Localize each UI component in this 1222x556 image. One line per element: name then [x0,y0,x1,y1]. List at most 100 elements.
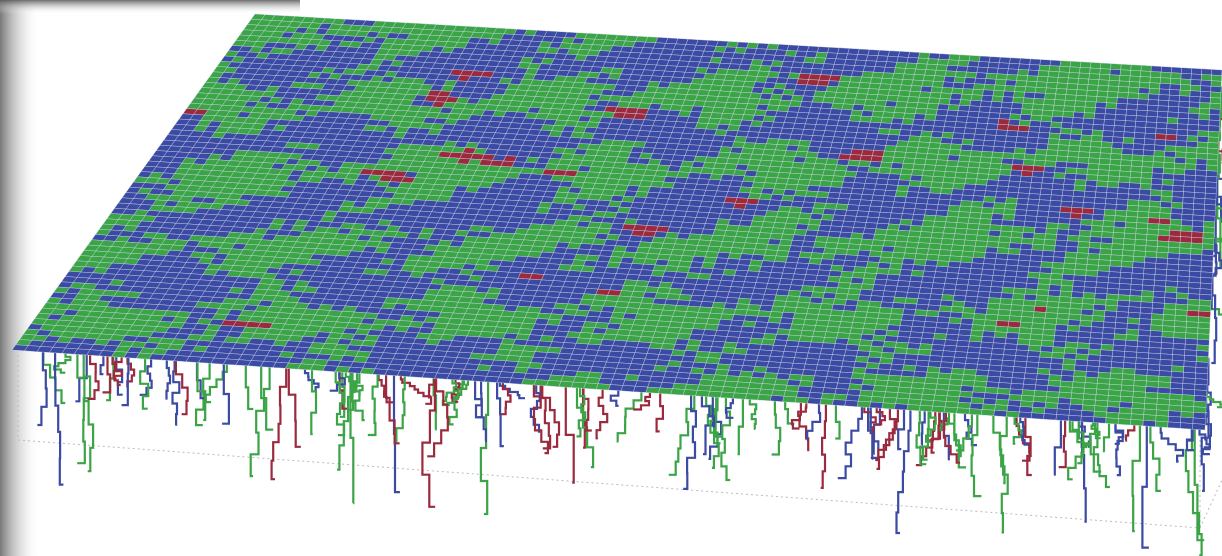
cell [775,144,789,151]
cell [797,218,811,225]
cell [946,266,960,274]
cell [767,316,782,324]
cell [879,206,893,214]
cell [1048,205,1061,213]
cell [822,63,835,70]
cell [1041,109,1054,117]
cell [784,150,798,157]
wire [930,412,941,454]
cell [1000,292,1014,300]
cell [898,274,912,282]
cell [1096,90,1109,98]
wire [1058,420,1067,469]
cell [771,227,785,235]
cell [1180,225,1193,232]
cell [758,232,772,240]
cell [630,174,644,181]
cell [1202,243,1215,251]
cell [799,173,813,181]
cell [833,298,847,306]
cell [752,248,767,256]
cell [1003,208,1016,216]
cell [868,300,882,308]
cell [1095,101,1107,109]
cell [959,99,972,107]
cell [964,77,976,84]
cell [780,127,794,135]
cell [835,125,848,133]
cell [1023,153,1036,161]
cell [974,307,988,315]
cell [803,319,818,326]
cell [778,166,793,174]
cell [1142,279,1155,286]
cell [921,276,935,284]
cell [1090,326,1104,334]
cell [774,255,788,263]
cell [1037,137,1050,145]
cell [836,198,850,205]
cell [1168,94,1180,102]
cell [697,206,712,213]
cell [1138,81,1151,89]
cell [907,96,920,103]
cell [668,193,682,200]
cell [821,253,836,260]
cell [1066,324,1080,332]
cell [743,108,757,116]
cell [792,273,807,281]
cell [1108,271,1121,279]
cell [1078,145,1091,153]
cell [1148,341,1162,349]
cell [703,223,717,230]
cell [609,284,624,291]
cell [936,260,950,268]
cell [799,290,814,298]
wire [920,411,926,446]
cell [979,279,993,287]
cell [1015,271,1029,278]
cell [985,308,1000,316]
cell [783,55,796,63]
cell [913,113,926,121]
cell [1200,85,1212,93]
cell [716,185,731,192]
cell [842,176,856,183]
cell [1090,62,1102,69]
cell [1142,149,1155,157]
cell [952,238,966,246]
cell [1009,57,1021,65]
cell [1114,209,1128,217]
cell [898,90,911,97]
cell [913,158,927,165]
cell [978,162,991,169]
cell [903,112,916,120]
cell [787,211,801,219]
cell [1132,261,1145,269]
cell [730,147,744,154]
cell [1151,313,1164,321]
cell [861,188,875,196]
cell [796,45,810,52]
cell [961,138,974,146]
cell [1200,265,1213,273]
cell [995,191,1008,198]
cell [808,257,823,265]
cell [1187,129,1199,137]
cell [833,209,847,216]
cell [641,202,656,210]
cell [710,234,725,242]
cell [1078,331,1092,339]
wire [709,397,720,469]
cell [966,284,980,292]
cell [768,99,782,106]
cell [670,187,684,195]
cell [995,320,1010,328]
cell [701,295,716,303]
cell [722,202,736,209]
cell [1190,242,1203,250]
cell [805,268,820,276]
cell [1205,181,1217,189]
cell [896,280,911,288]
